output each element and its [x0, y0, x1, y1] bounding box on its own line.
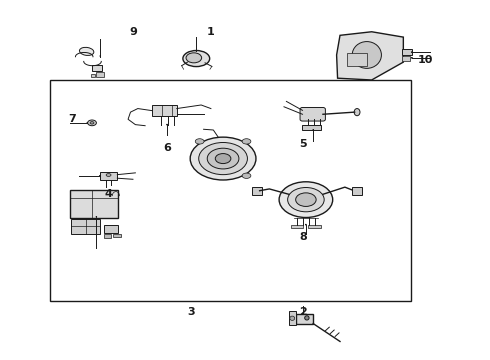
Ellipse shape	[183, 50, 210, 67]
Text: 10: 10	[417, 55, 433, 65]
Text: 5: 5	[300, 139, 307, 149]
Ellipse shape	[215, 154, 231, 163]
Bar	[302, 125, 321, 130]
Text: 7: 7	[68, 114, 76, 124]
Bar	[50, 80, 411, 301]
Ellipse shape	[106, 174, 111, 176]
Ellipse shape	[288, 188, 324, 212]
Text: 3: 3	[188, 307, 195, 317]
Bar	[104, 225, 118, 233]
Bar	[104, 234, 111, 238]
Ellipse shape	[352, 41, 381, 68]
Ellipse shape	[190, 137, 256, 180]
Ellipse shape	[88, 120, 97, 126]
Bar	[308, 225, 320, 228]
Ellipse shape	[199, 143, 247, 175]
Ellipse shape	[242, 139, 251, 144]
Bar	[70, 190, 118, 217]
Bar	[402, 49, 412, 55]
Ellipse shape	[195, 139, 204, 144]
Bar	[252, 187, 262, 195]
Text: 9: 9	[129, 27, 137, 37]
Bar	[402, 56, 410, 61]
FancyBboxPatch shape	[300, 108, 325, 121]
Bar	[114, 234, 121, 237]
Ellipse shape	[305, 316, 309, 320]
Bar	[97, 72, 104, 77]
Bar	[347, 53, 367, 66]
Bar	[91, 74, 96, 77]
Bar	[92, 64, 102, 71]
Ellipse shape	[290, 316, 294, 320]
Polygon shape	[337, 32, 403, 80]
Text: 6: 6	[163, 143, 171, 153]
Bar	[152, 105, 177, 116]
Bar	[291, 225, 303, 228]
Bar	[352, 187, 362, 195]
Ellipse shape	[279, 182, 333, 217]
Text: 4: 4	[105, 189, 113, 199]
Bar	[71, 219, 100, 234]
Ellipse shape	[207, 148, 239, 169]
Ellipse shape	[354, 109, 360, 116]
Text: 1: 1	[207, 27, 215, 37]
Bar	[296, 314, 313, 324]
Bar	[100, 172, 117, 180]
Bar	[289, 311, 296, 325]
Text: 2: 2	[299, 307, 307, 317]
Ellipse shape	[295, 193, 316, 206]
Ellipse shape	[90, 122, 94, 124]
Ellipse shape	[186, 53, 202, 63]
Text: 8: 8	[299, 232, 307, 242]
Ellipse shape	[79, 48, 94, 55]
Ellipse shape	[242, 173, 251, 179]
